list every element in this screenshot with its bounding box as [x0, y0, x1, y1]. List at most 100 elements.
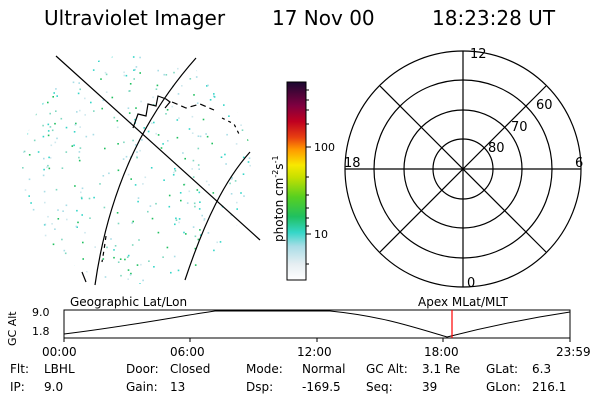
image-speckle [42, 135, 45, 138]
image-speckle [199, 234, 202, 236]
image-speckle [52, 57, 55, 59]
image-speckle [35, 113, 37, 116]
image-speckle [65, 151, 68, 153]
image-speckle [151, 122, 153, 125]
image-speckle [48, 167, 51, 170]
image-speckle [230, 193, 233, 195]
image-speckle [212, 278, 215, 281]
image-speckle [78, 272, 80, 274]
image-speckle [117, 261, 120, 263]
image-speckle [46, 166, 48, 168]
coastline [171, 101, 215, 111]
image-speckle [162, 256, 164, 258]
geographic-panel-title: Geographic Lat/Lon [70, 295, 188, 309]
unit-base: s [272, 163, 286, 170]
image-speckle [92, 69, 95, 71]
image-speckle [181, 60, 184, 62]
image-speckle [81, 214, 83, 216]
image-speckle [195, 76, 198, 78]
image-speckle [246, 95, 248, 97]
image-speckle [157, 69, 159, 72]
image-speckle [22, 281, 25, 283]
image-speckle [226, 273, 228, 276]
mlt-label-6: 6 [575, 156, 584, 171]
image-speckle [80, 196, 83, 199]
image-speckle [155, 88, 158, 90]
image-speckle [193, 202, 196, 205]
image-speckle [117, 222, 120, 225]
image-speckle [104, 71, 107, 74]
image-speckle [165, 113, 167, 115]
image-speckle [195, 268, 197, 271]
image-speckle [40, 58, 43, 61]
image-speckle [127, 254, 130, 257]
image-speckle [114, 245, 117, 247]
status-label: GC Alt: [366, 362, 408, 376]
unit-exponent: -1 [271, 155, 280, 164]
image-speckle [134, 68, 136, 71]
image-speckle [42, 174, 45, 177]
image-speckle [73, 265, 75, 268]
image-speckle [232, 81, 235, 83]
image-speckle [137, 200, 139, 203]
image-speckle [207, 84, 209, 87]
image-speckle [194, 247, 197, 250]
image-speckle [177, 67, 179, 70]
image-speckle [244, 261, 247, 263]
image-speckle [143, 127, 145, 129]
image-speckle [78, 82, 80, 84]
image-speckle [179, 192, 182, 194]
image-speckle [178, 117, 180, 119]
image-speckle [104, 276, 107, 278]
status-value: 9.0 [44, 380, 64, 394]
image-speckle [102, 258, 105, 260]
image-speckle [240, 124, 242, 126]
image-speckle [212, 192, 215, 194]
image-speckle [79, 88, 81, 91]
image-speckle [123, 141, 125, 144]
image-speckle [205, 133, 207, 135]
status-value: -169.5 [302, 380, 341, 394]
image-speckle [165, 74, 168, 76]
image-speckle [196, 189, 199, 191]
image-speckle [78, 156, 80, 159]
image-speckle [205, 180, 208, 183]
image-speckle [43, 157, 45, 160]
image-speckle [49, 157, 52, 159]
image-speckle [208, 184, 210, 186]
image-speckle [129, 83, 132, 85]
image-speckle [60, 117, 63, 120]
image-speckle [132, 139, 134, 142]
image-speckle [87, 54, 89, 56]
image-speckle [175, 219, 178, 221]
image-speckle [133, 78, 135, 80]
image-speckle [248, 205, 251, 207]
status-label: Dsp: [246, 380, 274, 394]
image-speckle [157, 231, 160, 234]
image-speckle [74, 123, 77, 126]
image-speckle [230, 214, 232, 216]
image-speckle [206, 85, 208, 87]
latlon-grid-line [55, 55, 261, 241]
image-speckle [219, 241, 222, 243]
image-speckle [194, 264, 197, 266]
image-speckle [213, 249, 215, 252]
image-speckle [81, 197, 83, 200]
image-speckle [186, 202, 189, 204]
image-speckle [249, 201, 252, 203]
image-speckle [101, 107, 103, 110]
image-speckle [27, 246, 29, 249]
image-speckle [191, 115, 194, 118]
image-speckle [22, 106, 25, 109]
image-speckle [24, 189, 27, 191]
image-speckle [167, 140, 169, 142]
polar-meridian [379, 85, 547, 253]
image-speckle [78, 151, 81, 153]
image-speckle [157, 134, 160, 136]
image-speckle [245, 73, 248, 75]
altitude-y-tick: 9.0 [32, 306, 50, 319]
image-speckle [231, 177, 233, 179]
image-speckle [54, 228, 56, 230]
image-speckle [84, 231, 86, 234]
